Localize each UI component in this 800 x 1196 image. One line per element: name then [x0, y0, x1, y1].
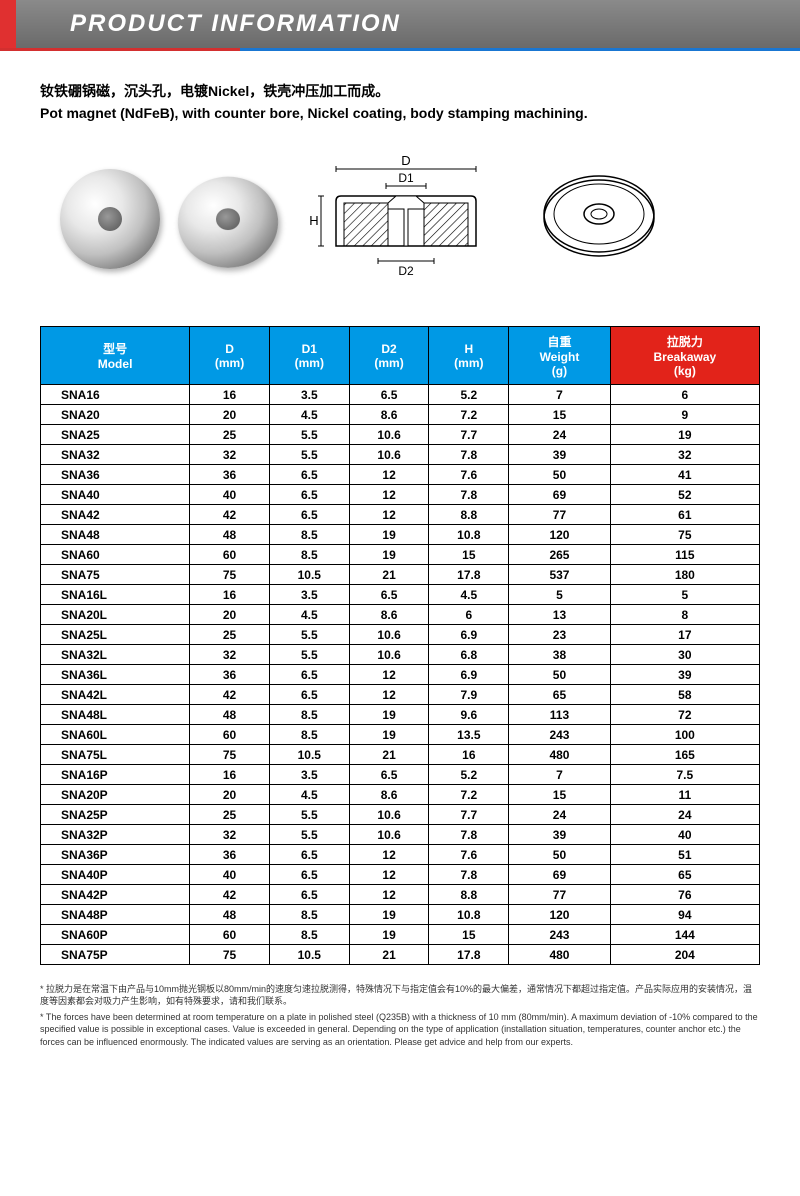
cross-section-diagram: D D1 H D2 [296, 151, 516, 286]
content: 钕铁硼锅磁，沉头孔，电镀Nickel，铁壳冲压加工而成。 Pot magnet … [0, 51, 800, 1072]
table-row: SNA75L7510.52116480165 [41, 745, 760, 765]
image-row: D D1 H D2 [40, 151, 760, 286]
table-header-row: 型号ModelD(mm)D1(mm)D2(mm)H(mm)自重Weight(g)… [41, 327, 760, 385]
table-row: SNA60P608.51915243144 [41, 925, 760, 945]
table-row: SNA20204.58.67.2159 [41, 405, 760, 425]
line-drawing [534, 164, 664, 274]
product-photo-top [60, 169, 160, 269]
table-row: SNA16L163.56.54.555 [41, 585, 760, 605]
label-h: H [309, 213, 318, 228]
table-row: SNA32P325.510.67.83940 [41, 825, 760, 845]
table-row: SNA40P406.5127.86965 [41, 865, 760, 885]
footnote-english: * The forces have been determined at roo… [40, 1011, 760, 1047]
footnote-chinese: * 拉脱力是在常温下由产品与10mm抛光钢板以80mm/min的速度匀速拉脱测得… [40, 983, 760, 1007]
label-d2: D2 [398, 264, 414, 278]
table-row: SNA48P488.51910.812094 [41, 905, 760, 925]
table-row: SNA75P7510.52117.8480204 [41, 945, 760, 965]
table-row: SNA32L325.510.66.83830 [41, 645, 760, 665]
footnotes: * 拉脱力是在常温下由产品与10mm抛光钢板以80mm/min的速度匀速拉脱测得… [40, 983, 760, 1048]
description-english: Pot magnet (NdFeB), with counter bore, N… [40, 105, 760, 121]
col-model: 型号Model [41, 327, 190, 385]
table-row: SNA48488.51910.812075 [41, 525, 760, 545]
col-weight: 自重Weight(g) [509, 327, 610, 385]
table-row: SNA16163.56.55.276 [41, 385, 760, 405]
table-row: SNA20P204.58.67.21511 [41, 785, 760, 805]
divider-rule [0, 48, 800, 51]
col-mm: D(mm) [190, 327, 270, 385]
table-row: SNA60608.51915265115 [41, 545, 760, 565]
table-row: SNA42P426.5128.87776 [41, 885, 760, 905]
table-row: SNA42426.5128.87761 [41, 505, 760, 525]
table-row: SNA20L204.58.66138 [41, 605, 760, 625]
col-mm: D1(mm) [269, 327, 349, 385]
page-header: PRODUCT INFORMATION [0, 0, 800, 48]
table-row: SNA757510.52117.8537180 [41, 565, 760, 585]
table-body: SNA16163.56.55.276SNA20204.58.67.2159SNA… [41, 385, 760, 965]
table-row: SNA40406.5127.86952 [41, 485, 760, 505]
label-d1: D1 [398, 171, 414, 185]
table-row: SNA36L366.5126.95039 [41, 665, 760, 685]
col-breakaway: 拉脱力Breakaway(kg) [610, 327, 759, 385]
product-photo-angle [174, 176, 282, 267]
table-row: SNA42L426.5127.96558 [41, 685, 760, 705]
label-d: D [401, 153, 410, 168]
table-row: SNA25P255.510.67.72424 [41, 805, 760, 825]
col-mm: D2(mm) [349, 327, 429, 385]
description-chinese: 钕铁硼锅磁，沉头孔，电镀Nickel，铁壳冲压加工而成。 [40, 81, 760, 101]
table-row: SNA32325.510.67.83932 [41, 445, 760, 465]
table-row: SNA48L488.5199.611372 [41, 705, 760, 725]
page-title: PRODUCT INFORMATION [70, 10, 401, 38]
col-mm: H(mm) [429, 327, 509, 385]
spec-table: 型号ModelD(mm)D1(mm)D2(mm)H(mm)自重Weight(g)… [40, 326, 760, 965]
table-row: SNA36366.5127.65041 [41, 465, 760, 485]
table-row: SNA60L608.51913.5243100 [41, 725, 760, 745]
table-row: SNA36P366.5127.65051 [41, 845, 760, 865]
table-row: SNA25255.510.67.72419 [41, 425, 760, 445]
table-row: SNA16P163.56.55.277.5 [41, 765, 760, 785]
table-row: SNA25L255.510.66.92317 [41, 625, 760, 645]
